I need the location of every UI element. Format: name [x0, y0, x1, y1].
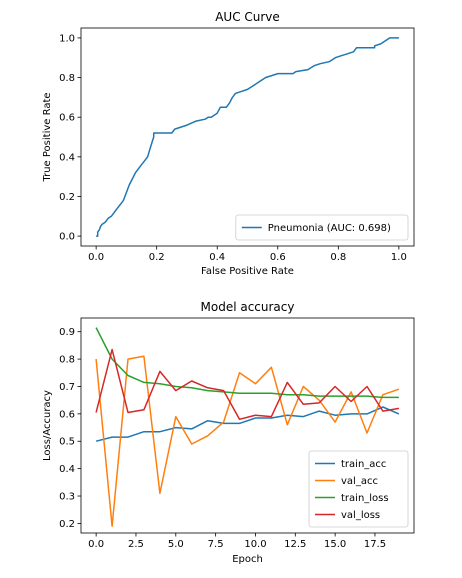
legend-label: Pneumonia (AUC: 0.698): [268, 223, 391, 234]
y-tick-label: 0.6: [59, 113, 75, 124]
x-tick-label: 0.6: [270, 252, 286, 263]
legend-box: [235, 214, 409, 241]
x-axis-label: Epoch: [232, 554, 263, 565]
legend-box: [308, 450, 409, 528]
x-tick-label: 1.0: [391, 252, 407, 263]
legend: train_acc val_acc train_loss val_loss: [308, 450, 409, 528]
y-tick-label: 0.4: [59, 152, 75, 163]
x-tick-label: 15.0: [324, 539, 346, 550]
y-tick-label: 0.2: [59, 519, 75, 530]
x-tick-label: 10.0: [244, 539, 266, 550]
y-axis-label: Loss/Accuracy: [42, 390, 53, 461]
legend: Pneumonia (AUC: 0.698): [235, 214, 409, 241]
y-tick-label: 1.0: [59, 33, 75, 44]
chart-title: AUC Curve: [215, 10, 280, 24]
y-tick-label: 0.9: [59, 327, 75, 338]
x-tick-label: 12.5: [284, 539, 306, 550]
axes-frame: [80, 27, 415, 247]
legend-label: train_acc: [341, 459, 386, 470]
series-line-pneumonia-auc-0-698: [96, 37, 399, 237]
x-axis-label: False Positive Rate: [201, 266, 294, 277]
legend-label: train_loss: [341, 493, 389, 504]
y-tick-label: 0.3: [59, 492, 75, 503]
chart-auc: AUC Curve 0.0 0.2 0.4 0.6 0.8 1.0 0.0 0.2 0.4 0.6 0…: [42, 10, 415, 277]
y-tick-label: 0.8: [59, 355, 75, 366]
y-tick-label: 0.6: [59, 409, 75, 420]
x-tick-label: 0.4: [209, 252, 225, 263]
x-tick-label: 5.0: [168, 539, 184, 550]
y-tick-label: 0.5: [59, 437, 75, 448]
y-tick-label: 0.4: [59, 464, 75, 475]
axes-frame: [80, 317, 415, 534]
series-line-train-loss: [95, 327, 399, 399]
legend-label: val_acc: [341, 476, 378, 487]
y-tick-label: 0.7: [59, 382, 75, 393]
x-tick-label: 17.5: [364, 539, 386, 550]
x-tick-label: 7.5: [208, 539, 224, 550]
legend-label: val_loss: [341, 510, 380, 521]
series-line-val-acc: [95, 355, 400, 527]
y-tick-label: 0.2: [59, 192, 75, 203]
y-tick-label: 0.8: [59, 73, 75, 84]
series-line-val-loss: [95, 348, 400, 421]
y-tick-label: 0.0: [59, 232, 75, 243]
x-tick-label: 0.0: [88, 252, 104, 263]
x-tick-label: 0.8: [330, 252, 346, 263]
x-tick-label: 0.2: [149, 252, 165, 263]
chart-title: Model accuracy: [201, 300, 295, 314]
x-tick-label: 0.0: [88, 539, 104, 550]
series-line-train-acc: [95, 406, 400, 442]
x-tick-label: 2.5: [128, 539, 144, 550]
y-axis-label: True Positive Rate: [42, 92, 53, 182]
chart-accuracy: Model accuracy 0.0 2.5 5.0 7.5 10.0 12.5 15.0 17…: [42, 300, 415, 565]
